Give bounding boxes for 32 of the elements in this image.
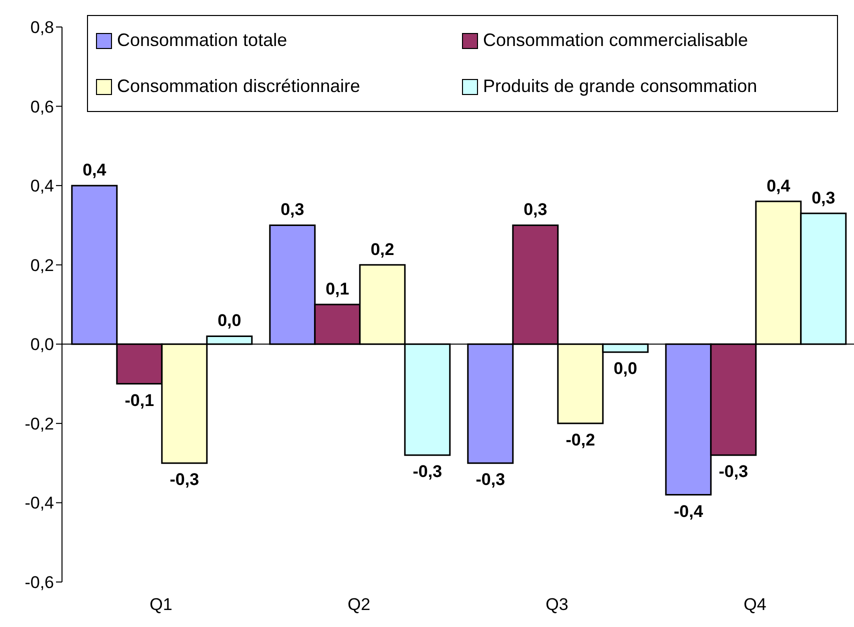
y-tick-label: 0,0	[30, 335, 54, 354]
data-label: 0,3	[524, 200, 548, 220]
legend-label: Consommation discrétionnaire	[117, 76, 360, 97]
legend-label: Consommation commercialisable	[482, 30, 748, 51]
data-label: 0,0	[218, 311, 242, 330]
y-tick-label: -0,6	[24, 573, 54, 592]
y-tick-label: 0,2	[30, 256, 54, 275]
legend-label: Consommation totale	[117, 30, 288, 51]
y-tick-label: -0,2	[24, 414, 54, 434]
data-label: -0,4	[674, 502, 704, 521]
data-label: 0,4	[766, 176, 791, 196]
y-tick-label: 0,8	[30, 18, 54, 38]
legend-label: Produits de grande consommation	[482, 76, 758, 97]
data-label: 0,3	[280, 200, 304, 220]
x-tick-label: Q2	[348, 595, 370, 614]
y-tick-label: -0,4	[24, 494, 54, 513]
data-label: -0,3	[718, 462, 748, 482]
data-label: -0,3	[170, 470, 200, 490]
data-label: -0,3	[476, 470, 506, 490]
data-label: 0,3	[812, 188, 836, 208]
data-label: -0,2	[566, 430, 596, 450]
y-tick-label: 0,6	[30, 97, 54, 116]
y-tick-label: 0,4	[30, 176, 54, 196]
data-label: 0,1	[326, 280, 350, 298]
data-label: 0,2	[370, 240, 394, 259]
x-tick-label: Q4	[744, 595, 766, 614]
data-label: 0,4	[82, 160, 107, 180]
data-label: -0,3	[412, 462, 442, 482]
data-label: -0,1	[124, 390, 154, 410]
data-label: 0,0	[614, 359, 638, 378]
x-tick-label: Q1	[150, 595, 172, 614]
x-tick-label: Q3	[546, 595, 568, 614]
